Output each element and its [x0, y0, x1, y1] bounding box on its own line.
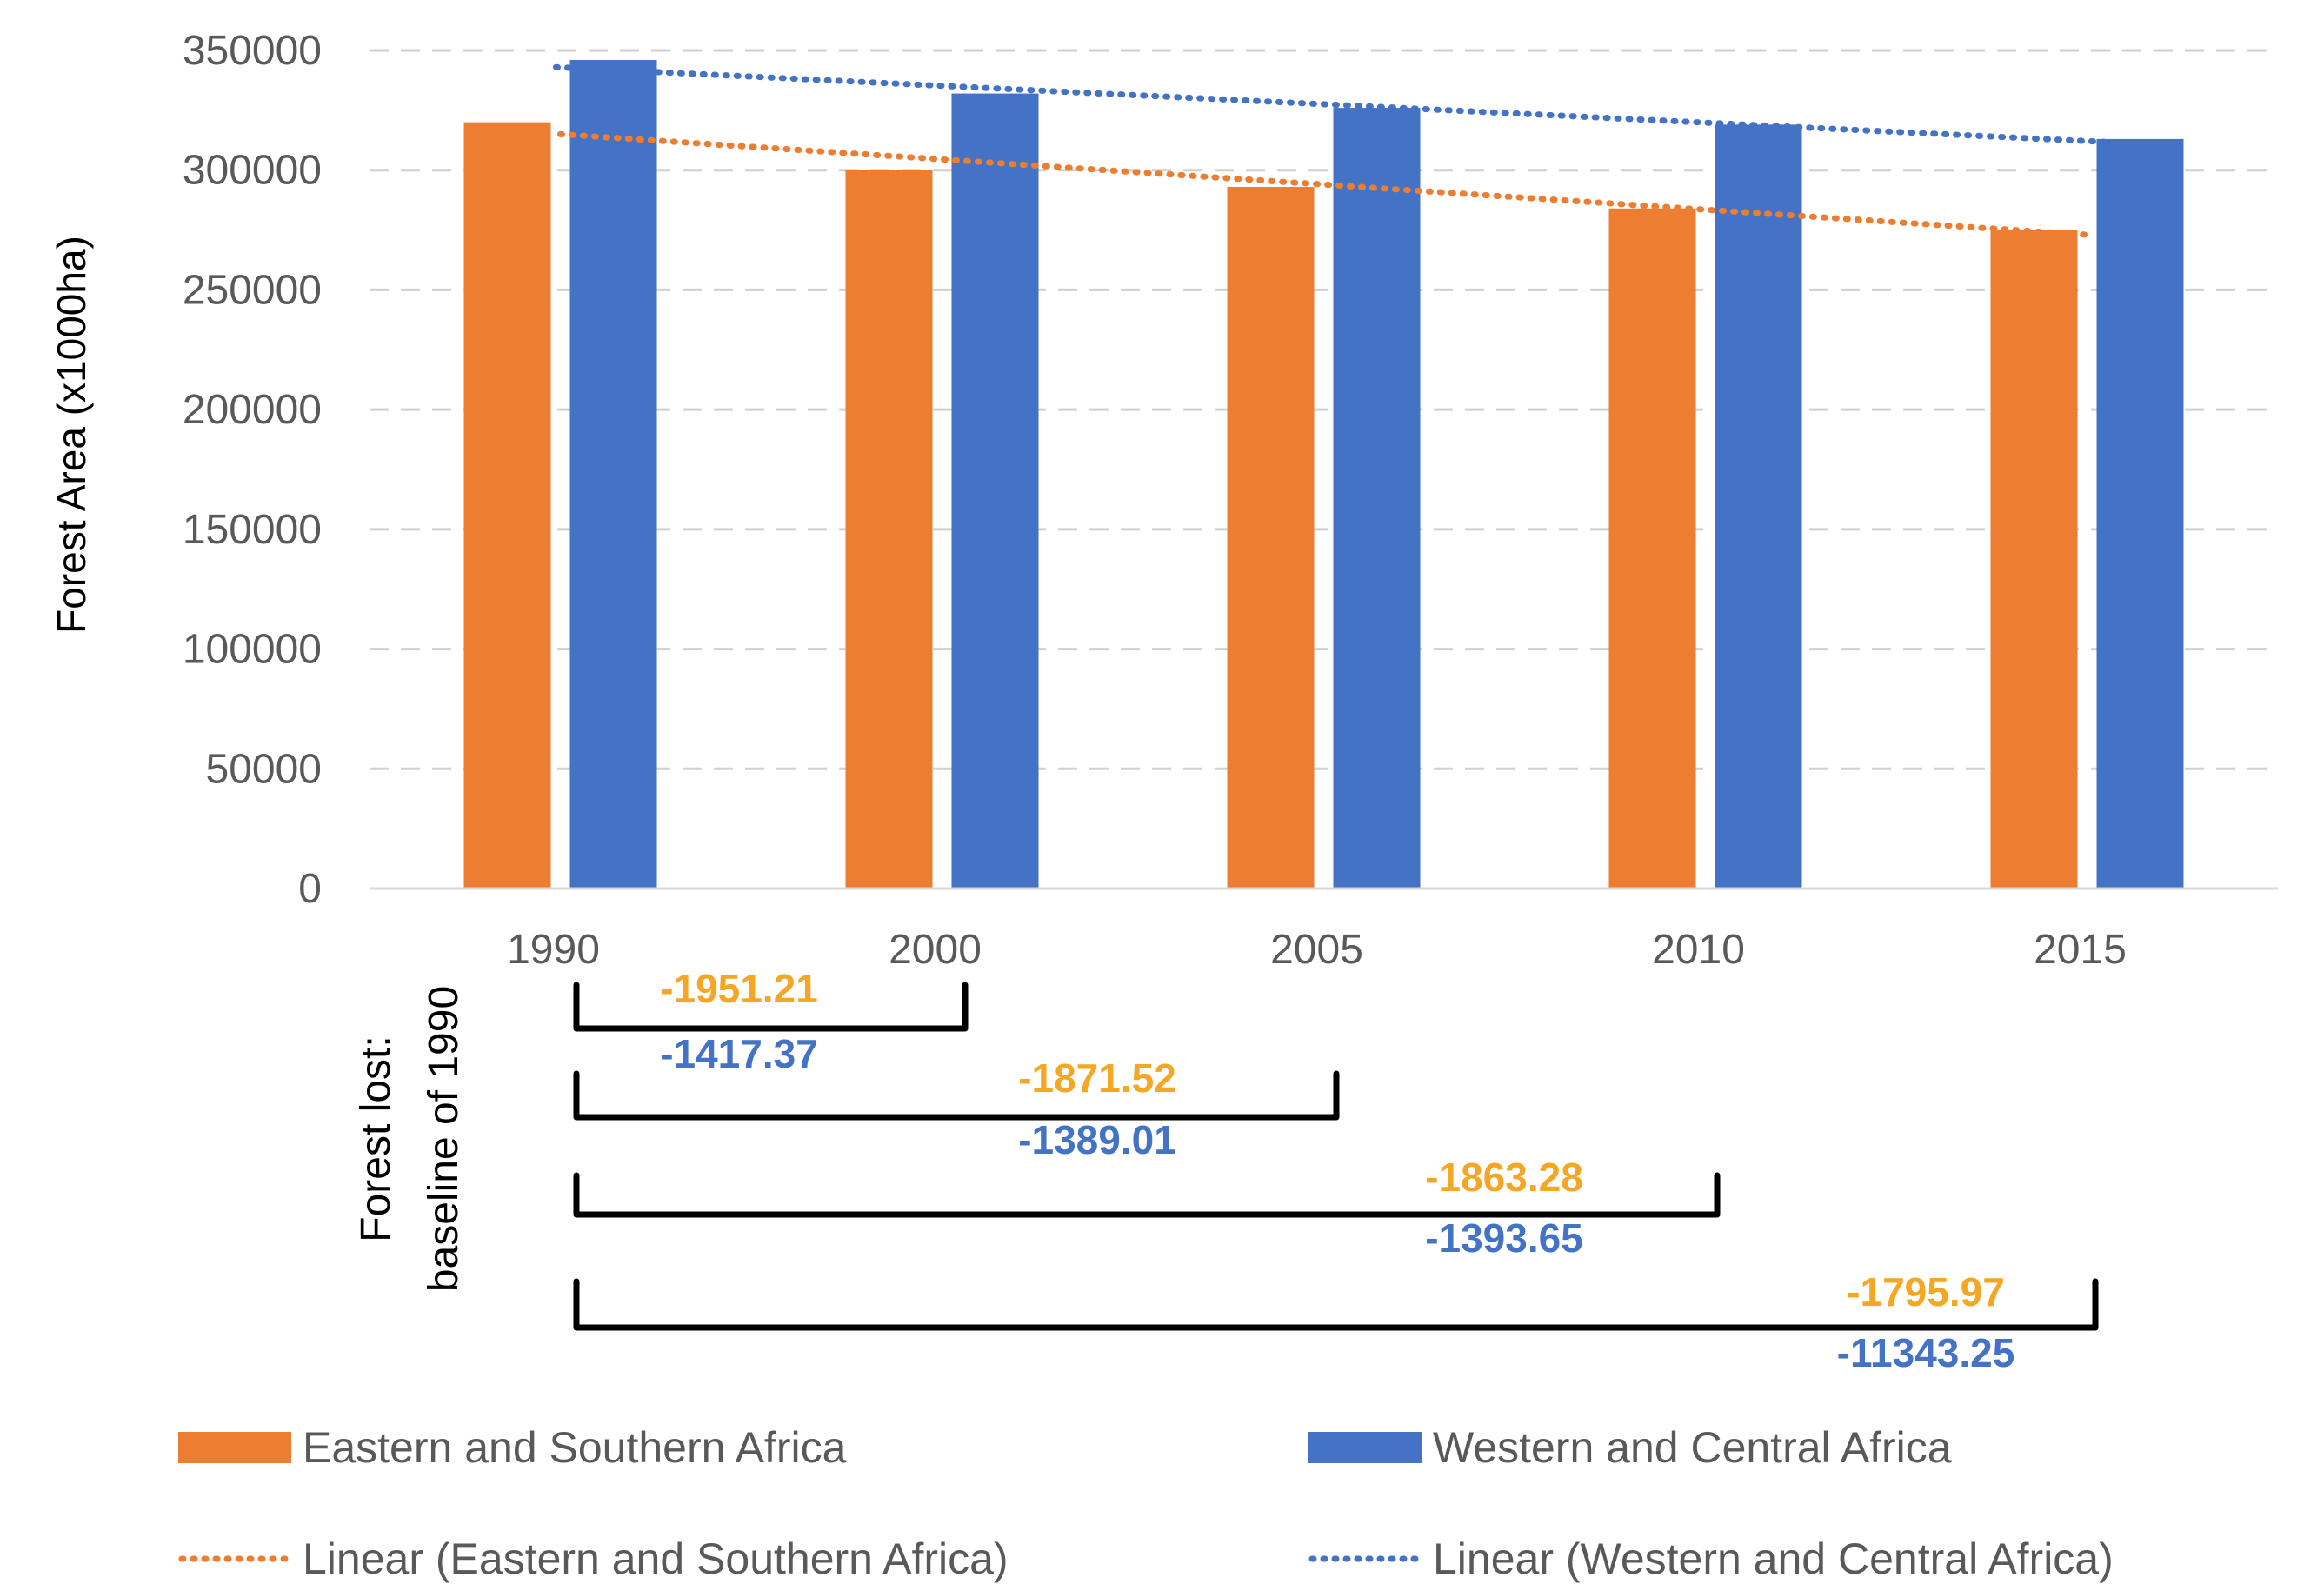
- bar-eastern-southern-2005: [1227, 186, 1315, 889]
- loss-bracket-2000: [573, 982, 969, 1032]
- loss-east-value: -1951.21: [660, 966, 818, 1011]
- grid-lines: [370, 49, 2278, 770]
- y-tick-label: 150000: [183, 507, 322, 553]
- loss-panel-label-line2: baseline of 1990: [421, 986, 467, 1292]
- loss-bracket-2005: [573, 1070, 1340, 1121]
- loss-west-value: -1389.01: [1018, 1117, 1176, 1162]
- x-tick-label: 2015: [2034, 927, 2127, 973]
- trendline-eastern-southern: [557, 130, 2090, 238]
- y-axis-title: Forest Area (x1000ha): [49, 236, 94, 634]
- legend-label: Western and Central Africa: [1433, 1423, 1952, 1472]
- bar-western-central-2000: [951, 93, 1039, 889]
- loss-bracket-2010: [573, 1172, 1721, 1218]
- y-tick-label: 100000: [183, 627, 322, 673]
- bars: [463, 60, 2184, 889]
- bar-eastern-southern-2015: [1990, 230, 2078, 889]
- legend-swatch-bar: [1308, 1432, 1422, 1463]
- loss-panel: Forest lost: baseline of 1990 -1951.21 -1…: [353, 966, 2099, 1375]
- loss-bracket-2015: [573, 1278, 2099, 1331]
- loss-west-value: -1393.65: [1425, 1215, 1583, 1261]
- x-tick-label: 2000: [889, 927, 982, 973]
- legend-swatch-bar: [178, 1432, 291, 1463]
- y-tick-label: 50000: [206, 746, 322, 792]
- legend-label: Linear (Eastern and Southern Africa): [303, 1534, 1009, 1583]
- loss-east-value: -1871.52: [1018, 1055, 1176, 1101]
- x-tick-label: 1990: [507, 927, 600, 973]
- loss-east-value: -1795.97: [1847, 1269, 2005, 1315]
- y-tick-label: 350000: [183, 28, 322, 74]
- legend: Eastern and Southern Africa Western and C…: [178, 1423, 2114, 1583]
- trendlines: [553, 63, 2147, 238]
- legend-label: Linear (Western and Central Africa): [1433, 1534, 2114, 1583]
- y-tick-label: 200000: [183, 387, 322, 433]
- bar-eastern-southern-1990: [463, 122, 551, 889]
- trendline-western-central: [553, 63, 2147, 147]
- loss-panel-label-line1: Forest lost:: [353, 1035, 399, 1242]
- bar-western-central-2015: [2096, 138, 2184, 889]
- loss-west-value: -1417.37: [660, 1031, 818, 1076]
- x-tick-label: 2010: [1652, 927, 1745, 973]
- bar-eastern-southern-2000: [845, 170, 933, 889]
- y-tick-label: 300000: [183, 148, 322, 194]
- bar-western-central-2005: [1333, 108, 1421, 889]
- bar-eastern-southern-2010: [1608, 208, 1696, 889]
- bar-western-central-1990: [569, 60, 657, 889]
- bar-western-central-2010: [1715, 124, 1802, 889]
- y-tick-label: 0: [298, 866, 322, 912]
- y-tick-label: 250000: [183, 267, 322, 313]
- legend-label: Eastern and Southern Africa: [303, 1423, 847, 1472]
- loss-east-value: -1863.28: [1425, 1155, 1583, 1200]
- loss-west-value: -11343.25: [1837, 1330, 2015, 1375]
- axes: 0 50000 100000 150000 200000 250000 300000 3500…: [183, 28, 2278, 973]
- x-tick-label: 2005: [1270, 927, 1363, 973]
